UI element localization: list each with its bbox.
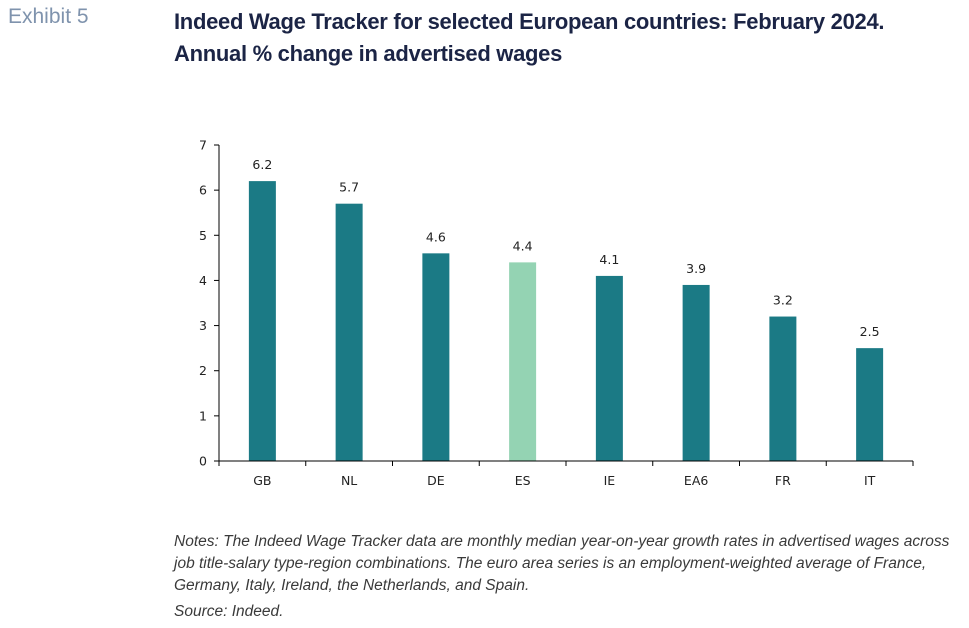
chart-title-line-1: Indeed Wage Tracker for selected Europea…	[174, 9, 885, 34]
y-tick-label: 0	[199, 454, 207, 469]
bar-chart: 0 1 2 3 4 5 6 7 6.2 GB 5.7 NL 4.6 DE 4.4 ES 4.1 IE 3.9 EA6 3…	[199, 138, 914, 488]
x-tick-label-ea6: EA6	[684, 473, 708, 488]
y-tick-label: 4	[199, 273, 207, 288]
data-label-es: 4.4	[513, 238, 533, 253]
data-label-ie: 4.1	[599, 252, 619, 267]
x-tick-label-gb: GB	[253, 473, 271, 488]
x-tick-label-it: IT	[864, 473, 876, 488]
chart-title: Indeed Wage Tracker for selected Europea…	[174, 6, 964, 70]
bar-gb	[248, 181, 276, 461]
chart-notes: Notes: The Indeed Wage Tracker data are …	[174, 533, 950, 594]
exhibit-label: Exhibit 5	[8, 5, 89, 28]
x-tick-label-fr: FR	[775, 473, 791, 488]
x-tick-label-ie: IE	[604, 473, 616, 488]
x-tick-label-es: ES	[515, 473, 531, 488]
y-tick-label: 7	[199, 138, 207, 153]
y-tick-label: 2	[199, 363, 207, 378]
data-label-fr: 3.2	[773, 293, 793, 308]
bar-it	[856, 348, 884, 461]
data-label-ea6: 3.9	[686, 261, 706, 276]
bar-de	[422, 253, 450, 461]
y-tick-label: 6	[199, 183, 207, 198]
chart-source: Source: Indeed.	[174, 603, 284, 620]
y-tick-label: 1	[199, 408, 207, 423]
bar-fr	[769, 316, 797, 461]
data-label-de: 4.6	[426, 229, 446, 244]
data-label-gb: 6.2	[252, 157, 272, 172]
chart-title-line-2: Annual % change in advertised wages	[174, 41, 563, 66]
x-tick-label-de: DE	[427, 473, 445, 488]
y-tick-label: 5	[199, 228, 207, 243]
bar-ie	[595, 275, 623, 461]
data-label-it: 2.5	[860, 324, 880, 339]
bar-ea6	[682, 284, 710, 461]
data-label-nl: 5.7	[339, 180, 359, 195]
bar-nl	[335, 203, 363, 461]
x-tick-label-nl: NL	[341, 473, 357, 488]
y-tick-label: 3	[199, 318, 207, 333]
bar-es	[509, 262, 537, 461]
